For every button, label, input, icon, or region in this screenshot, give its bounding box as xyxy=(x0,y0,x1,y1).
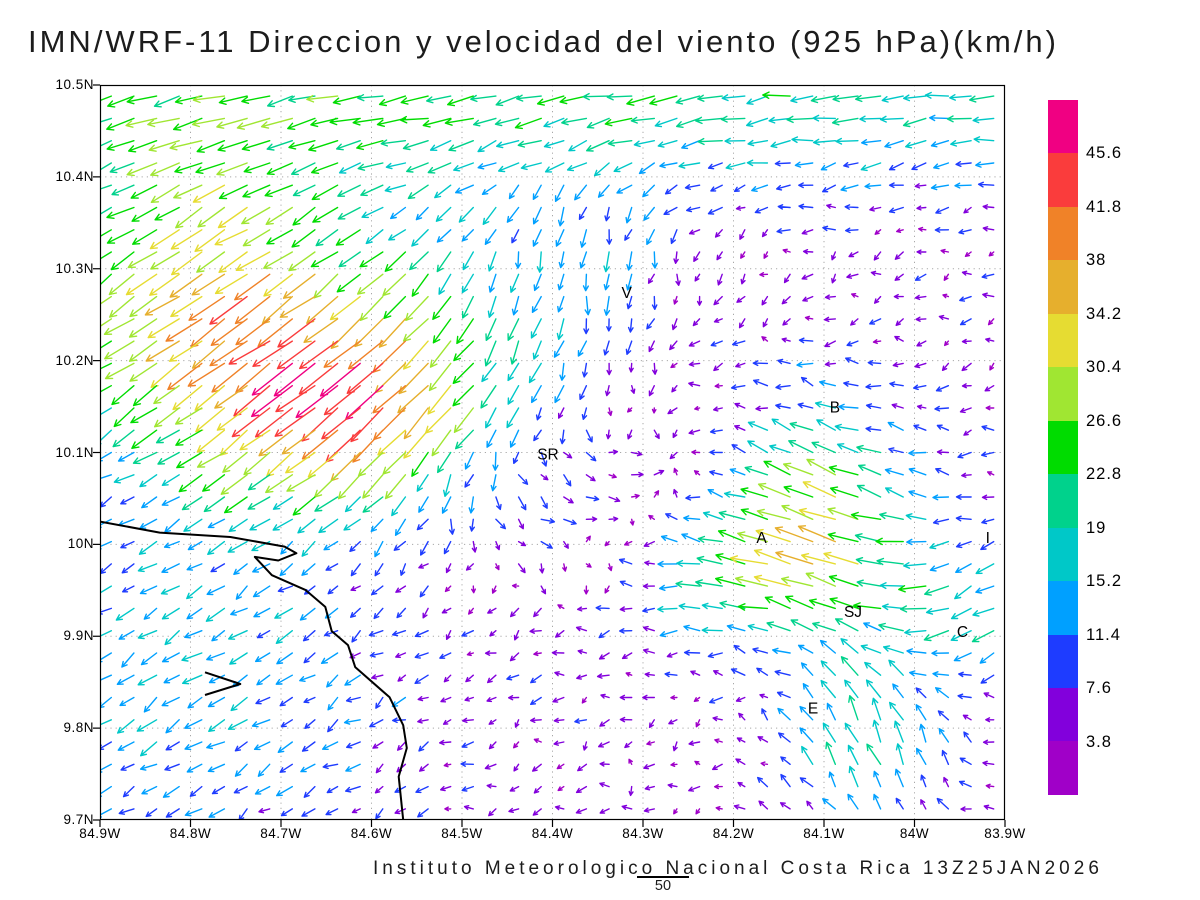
colorbar-label: 26.6 xyxy=(1086,411,1123,430)
x-tick-label: 84W xyxy=(899,826,930,841)
x-tick-label: 84.3W xyxy=(622,826,664,841)
wind-vectors xyxy=(100,91,995,820)
colorbar-label: 15.2 xyxy=(1086,572,1123,591)
colorbar-label: 41.8 xyxy=(1086,197,1123,216)
reference-vector-line xyxy=(637,876,689,878)
y-tick-label: 10.3N xyxy=(55,260,94,276)
station-label: I xyxy=(986,530,990,547)
y-tick-label: 10N xyxy=(67,536,94,552)
colorbar-segment xyxy=(1048,367,1078,421)
station-label: C xyxy=(957,624,968,641)
x-tick-label: 84.7W xyxy=(260,826,302,841)
colorbar-segment xyxy=(1048,741,1078,795)
y-tick-label: 10.4N xyxy=(55,168,94,184)
colorbar-label: 30.4 xyxy=(1086,358,1123,377)
colorbar-label: 11.4 xyxy=(1086,625,1121,644)
colorbar-segment xyxy=(1048,313,1078,368)
station-label: SJ xyxy=(844,604,862,621)
coastline xyxy=(100,520,408,820)
reference-vector-value: 50 xyxy=(654,878,672,894)
x-tick-label: 84.5W xyxy=(441,826,483,841)
wind-vector-plot: V B SR A SJ C E I xyxy=(93,84,1006,827)
colorbar-label: 19 xyxy=(1086,518,1107,537)
colorbar-segment xyxy=(1048,687,1078,742)
y-tick-label: 9.7N xyxy=(63,812,94,827)
y-tick-label: 9.8N xyxy=(63,720,94,736)
x-tick-label: 84.2W xyxy=(712,826,755,841)
colorbar-label: 34.2 xyxy=(1086,304,1123,323)
x-tick-label: 84.1W xyxy=(803,826,845,841)
x-tick-label: 84.4W xyxy=(531,826,574,841)
colorbar-label: 22.8 xyxy=(1086,465,1123,484)
y-tick-label: 10.5N xyxy=(55,77,94,92)
axis-tick-marks xyxy=(93,84,1006,827)
colorbar-segment xyxy=(1048,100,1078,154)
y-tick-label: 10.2N xyxy=(55,352,94,368)
plot-frame xyxy=(99,84,1006,821)
colorbar-segment xyxy=(1048,474,1078,528)
colorbar xyxy=(1048,100,1078,795)
x-tick-label: 83.9W xyxy=(984,826,1026,841)
colorbar-segment xyxy=(1048,581,1078,635)
colorbar-label: 38 xyxy=(1086,251,1107,270)
colorbar-label: 3.8 xyxy=(1086,732,1112,751)
colorbar-label: 45.6 xyxy=(1086,144,1123,163)
y-tick-label: 9.9N xyxy=(63,628,94,644)
station-label: V xyxy=(622,285,633,302)
colorbar-label: 7.6 xyxy=(1086,679,1112,698)
lat-lon-gridlines xyxy=(100,85,1005,820)
x-tick-label: 84.6W xyxy=(350,826,393,841)
colorbar-segment xyxy=(1048,260,1078,314)
colorbar-segment xyxy=(1048,634,1078,688)
station-label: E xyxy=(808,700,818,717)
x-tick-label: 84.9W xyxy=(79,826,121,841)
station-labels: V B SR A SJ C E I xyxy=(537,285,990,717)
station-label: B xyxy=(830,400,840,417)
chart-title: IMN/WRF-11 Direccion y velocidad del vie… xyxy=(28,24,1059,59)
station-label: SR xyxy=(537,447,559,464)
colorbar-segment xyxy=(1048,206,1078,261)
colorbar-segment xyxy=(1048,153,1078,207)
y-tick-label: 10.1N xyxy=(55,444,94,460)
x-tick-label: 84.8W xyxy=(169,826,212,841)
footer-credit: Instituto Meteorologico Nacional Costa R… xyxy=(373,858,1103,879)
colorbar-segment xyxy=(1048,420,1078,475)
station-label: A xyxy=(756,530,767,547)
colorbar-segment xyxy=(1048,527,1078,582)
